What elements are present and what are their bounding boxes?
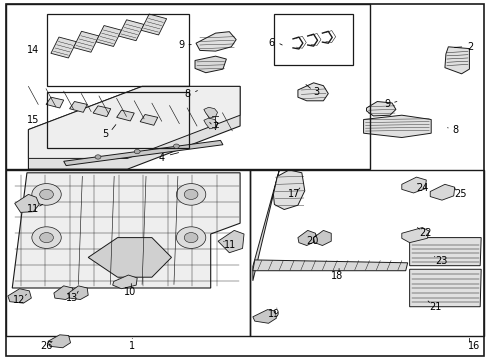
Text: 5: 5 [102,129,108,139]
Text: 12: 12 [13,294,26,305]
Bar [6,4,370,169]
Text: 9: 9 [384,99,390,109]
Polygon shape [195,56,226,73]
Bar [74,31,99,52]
Text: 8: 8 [184,89,190,99]
Bar [51,37,76,58]
Polygon shape [314,230,331,246]
Circle shape [176,227,206,248]
Text: 17: 17 [288,189,300,199]
Polygon shape [204,118,218,129]
Polygon shape [88,238,172,277]
Polygon shape [140,114,158,125]
Text: 25: 25 [454,189,467,199]
Polygon shape [218,230,244,253]
Circle shape [176,184,206,205]
Bar [119,20,144,41]
Text: 10: 10 [123,287,136,297]
Text: 1: 1 [129,341,135,351]
Polygon shape [402,228,429,243]
Text: 15: 15 [27,114,40,125]
Bar [250,170,484,336]
Text: 23: 23 [435,256,447,266]
Bar [274,14,353,65]
Polygon shape [253,310,276,323]
Polygon shape [204,107,218,118]
Circle shape [32,227,61,248]
Circle shape [184,233,198,243]
Text: 19: 19 [269,309,280,319]
Text: 24: 24 [416,183,429,193]
Polygon shape [69,286,88,300]
Circle shape [40,233,53,243]
Bar [47,14,189,86]
Text: 18: 18 [331,271,343,282]
Circle shape [134,149,140,154]
Polygon shape [298,83,328,101]
Circle shape [40,189,53,199]
Polygon shape [15,194,39,212]
Polygon shape [70,102,87,112]
Bar [141,14,167,35]
Polygon shape [273,170,305,210]
Polygon shape [117,110,134,121]
Polygon shape [298,230,316,246]
Polygon shape [28,86,240,158]
Polygon shape [12,173,240,288]
Polygon shape [46,97,64,108]
Circle shape [32,184,61,205]
Polygon shape [445,47,469,74]
Polygon shape [430,184,455,200]
Polygon shape [196,32,236,51]
Bar [96,26,122,46]
Polygon shape [402,177,426,193]
Circle shape [184,189,198,199]
Text: 6: 6 [269,38,274,48]
Circle shape [173,144,179,148]
Polygon shape [253,170,279,281]
Polygon shape [364,115,431,138]
Polygon shape [410,238,481,266]
Bar [6,170,250,336]
Text: 3: 3 [313,87,319,97]
Bar [47,92,189,148]
Polygon shape [113,275,137,289]
Text: 16: 16 [468,341,480,351]
Text: 22: 22 [419,228,432,238]
Text: 20: 20 [306,236,319,246]
Polygon shape [93,106,111,117]
Text: 7: 7 [213,122,219,132]
Text: 2: 2 [467,42,473,52]
Polygon shape [253,260,408,271]
Polygon shape [410,269,481,307]
Text: 13: 13 [67,293,78,303]
Text: 14: 14 [27,45,39,55]
Polygon shape [64,140,223,166]
Text: 4: 4 [159,153,165,163]
Text: 11: 11 [27,204,39,214]
Polygon shape [54,286,74,300]
Circle shape [95,155,101,159]
Text: 8: 8 [453,125,459,135]
Text: 21: 21 [429,302,441,312]
Polygon shape [8,289,31,303]
Polygon shape [367,102,396,116]
Polygon shape [48,335,71,348]
Text: 9: 9 [178,40,184,50]
Polygon shape [28,86,240,169]
Text: 11: 11 [224,240,236,250]
Text: 26: 26 [40,341,53,351]
